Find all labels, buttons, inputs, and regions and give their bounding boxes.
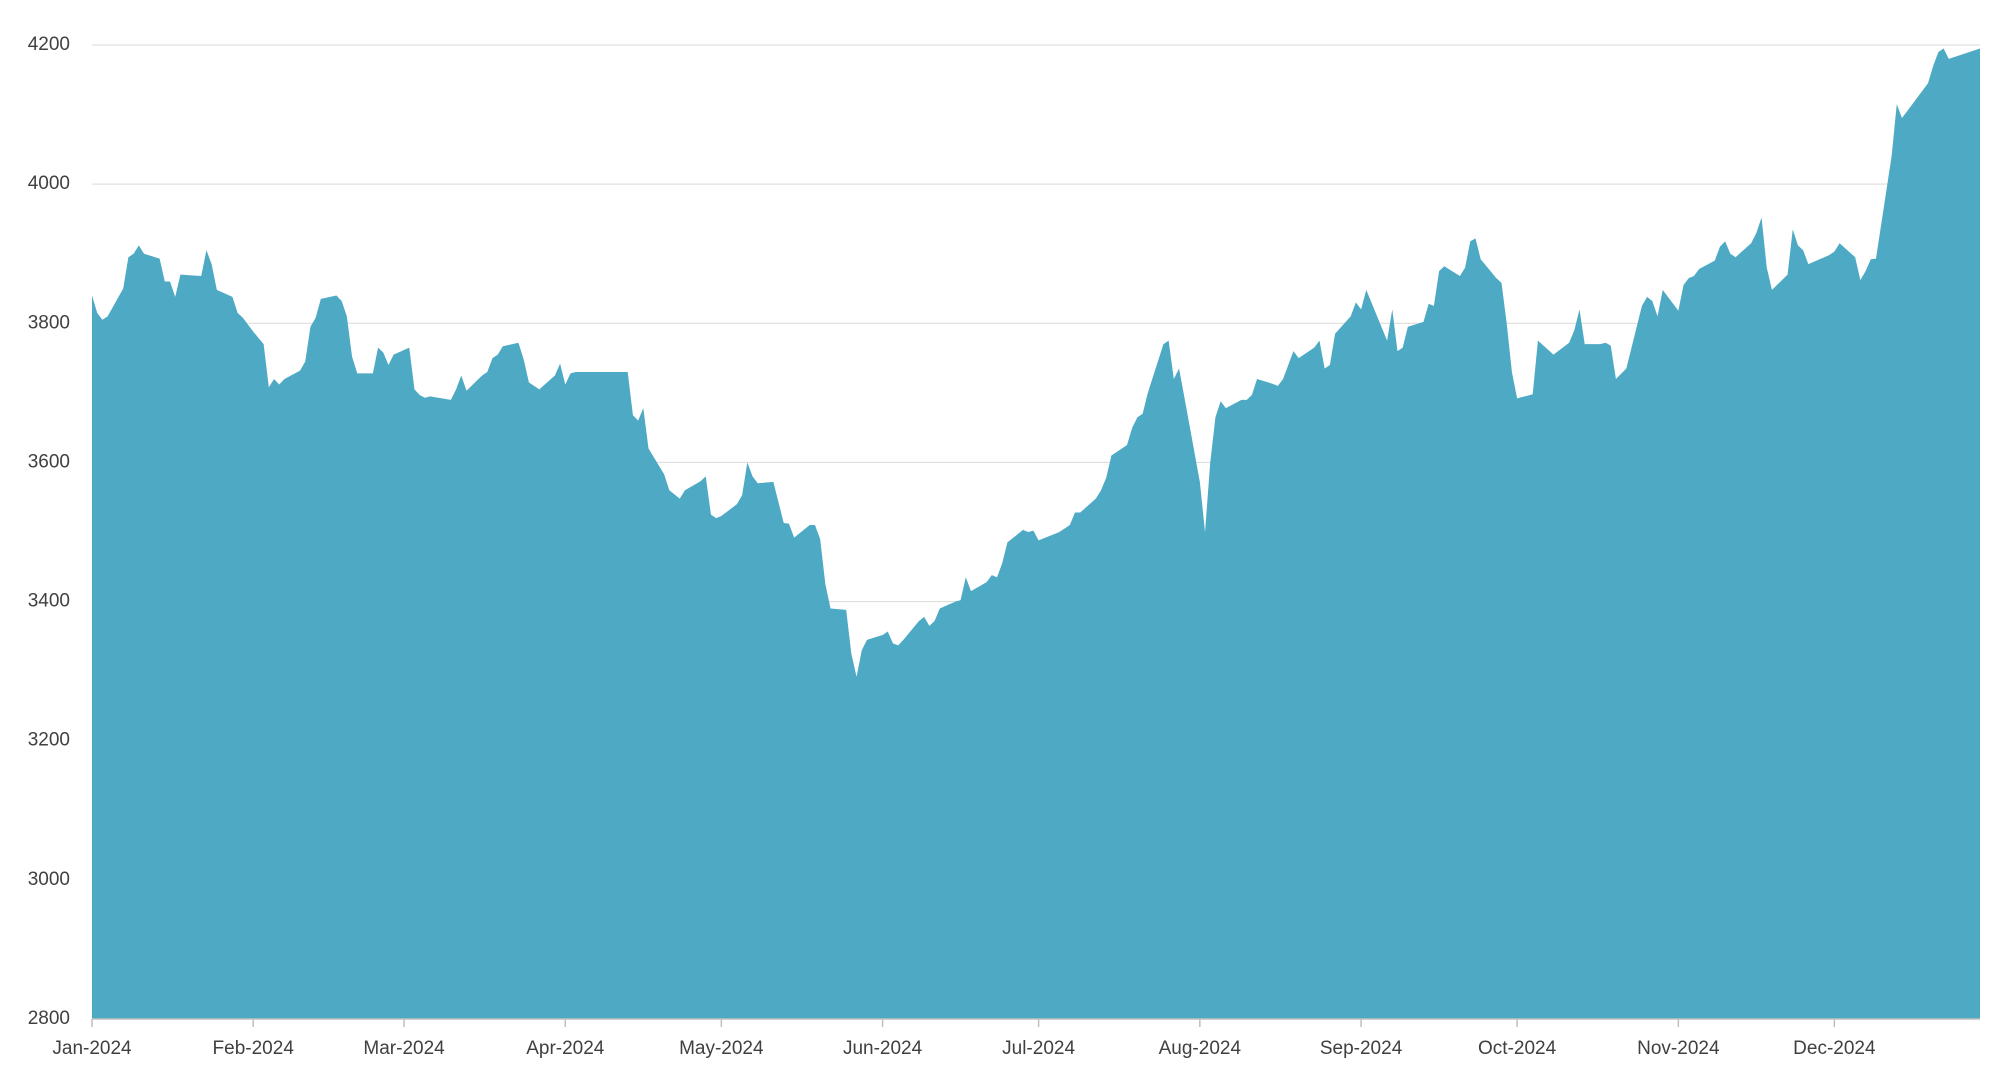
x-tick-label: Oct-2024 bbox=[1478, 1038, 1557, 1059]
x-tick-label: Aug-2024 bbox=[1159, 1038, 1242, 1059]
area bbox=[92, 48, 1980, 1019]
x-tick-label: Mar-2024 bbox=[363, 1038, 445, 1059]
y-tick-label: 2800 bbox=[28, 1008, 70, 1029]
x-tick-label: Sep-2024 bbox=[1320, 1038, 1403, 1059]
x-tick-label: Nov-2024 bbox=[1637, 1038, 1720, 1059]
y-tick-label: 3600 bbox=[28, 451, 70, 472]
x-tick-label: Dec-2024 bbox=[1793, 1038, 1876, 1059]
y-tick-label: 3000 bbox=[28, 869, 70, 890]
x-tick-label: Apr-2024 bbox=[526, 1038, 605, 1059]
y-tick-label: 3800 bbox=[28, 312, 70, 333]
y-tick-label: 4000 bbox=[28, 173, 70, 194]
y-tick-label: 3400 bbox=[28, 591, 70, 612]
x-tick-label: Feb-2024 bbox=[213, 1038, 295, 1059]
x-tick-label: May-2024 bbox=[679, 1038, 764, 1059]
x-tick-label: Jun-2024 bbox=[843, 1038, 923, 1059]
x-tick-label: Jul-2024 bbox=[1002, 1038, 1075, 1059]
y-tick-label: 3200 bbox=[28, 730, 70, 751]
y-tick-label: 4200 bbox=[28, 34, 70, 55]
x-tick-label: Jan-2024 bbox=[52, 1038, 132, 1059]
